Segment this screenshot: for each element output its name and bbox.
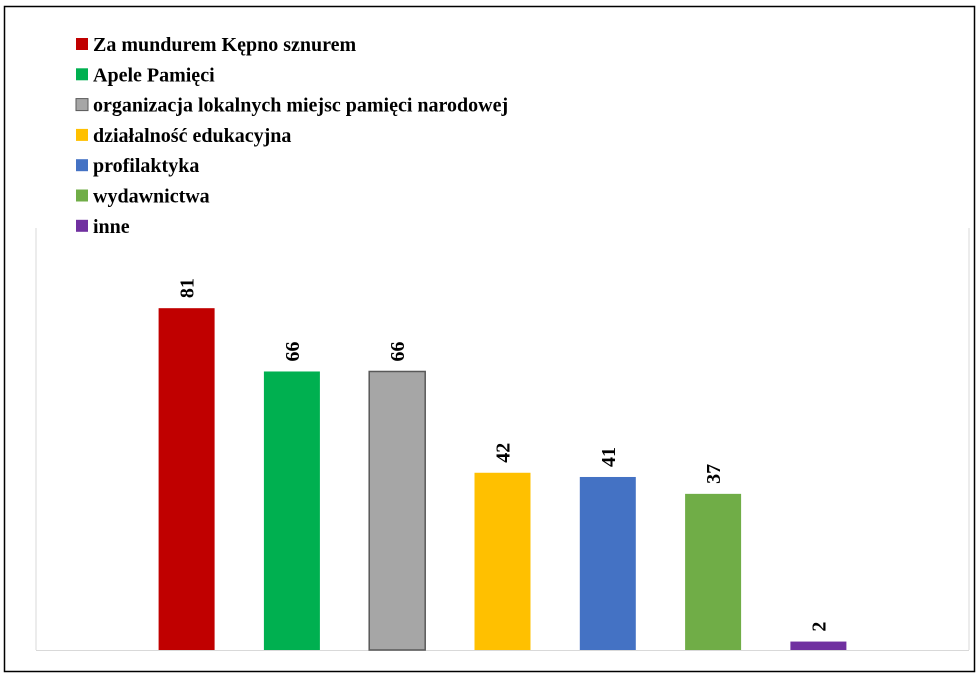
data-label: 81: [177, 278, 199, 298]
legend-swatch: [76, 68, 88, 81]
bar: [790, 641, 847, 650]
legend-swatch: [76, 128, 88, 141]
legend-label: organizacja lokalnych miejsc pamięci nar…: [93, 95, 508, 117]
legend-swatch: [76, 219, 88, 232]
bar: [474, 472, 531, 650]
data-label: 2: [808, 622, 830, 632]
bar: [158, 308, 215, 650]
legend-swatch: [75, 98, 89, 112]
data-label: 41: [598, 447, 620, 467]
legend-swatch: [76, 38, 88, 50]
legend-swatch: [76, 159, 88, 172]
legend-label: Apele Pamięci: [93, 64, 215, 86]
data-label: 66: [282, 341, 304, 361]
legend-swatch: [76, 189, 88, 202]
legend-label: profilaktyka: [93, 155, 199, 177]
bar: [368, 370, 426, 651]
bar: [685, 493, 742, 650]
legend-label: inne: [93, 216, 130, 238]
data-label: 42: [493, 443, 515, 463]
bar: [579, 476, 636, 650]
data-label: 66: [387, 341, 409, 361]
legend-label: Za mundurem Kępno sznurem: [93, 34, 357, 56]
legend-label: działalność edukacyjna: [93, 125, 291, 147]
data-label: 37: [703, 464, 725, 484]
legend-label: wydawnictwa: [93, 186, 210, 208]
bar: [263, 371, 320, 650]
